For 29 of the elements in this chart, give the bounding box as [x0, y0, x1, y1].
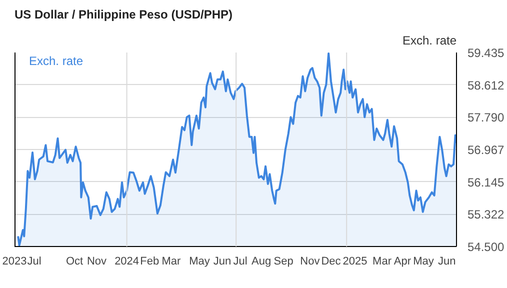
x-tick-label: Jun — [213, 256, 232, 268]
x-tick-label: Apr — [394, 256, 412, 268]
x-tick-label: May — [189, 256, 210, 268]
x-tick-label: Sep — [274, 256, 294, 268]
chart-title: US Dollar / Philippine Peso (USD/PHP) — [14, 8, 233, 22]
x-tick-label: 2025 — [342, 256, 368, 268]
x-tick-label: Mar — [372, 256, 392, 268]
x-tick-label: Dec — [321, 256, 342, 268]
x-tick-label: Jun — [438, 256, 456, 268]
y-axis-title: Exch. rate — [402, 34, 457, 48]
y-tick-label: 57.790 — [468, 110, 505, 125]
y-tick-label: 59.435 — [468, 46, 505, 60]
x-tick-label: Nov — [86, 256, 108, 268]
y-tick-label: 54.500 — [468, 240, 505, 254]
x-tick-label: 2023 — [2, 256, 27, 268]
x-tick-label: Oct — [66, 256, 84, 268]
x-tick-label: Nov — [300, 256, 320, 268]
x-tick-label: Aug — [252, 256, 272, 268]
y-tick-label: 56.967 — [468, 143, 505, 158]
x-tick-label: Jul — [27, 256, 42, 268]
y-tick-label: 56.145 — [468, 175, 505, 190]
text: Exch. rate — [29, 54, 84, 68]
x-tick-label: 2024 — [114, 256, 140, 268]
x-tick-label: Mar — [162, 256, 182, 268]
y-tick-label: 58.612 — [468, 78, 505, 92]
y-tick-label: 55.322 — [468, 208, 505, 222]
x-tick-label: Jul — [233, 256, 248, 268]
x-tick-label: May — [413, 256, 434, 268]
x-tick-label: Feb — [140, 256, 160, 268]
